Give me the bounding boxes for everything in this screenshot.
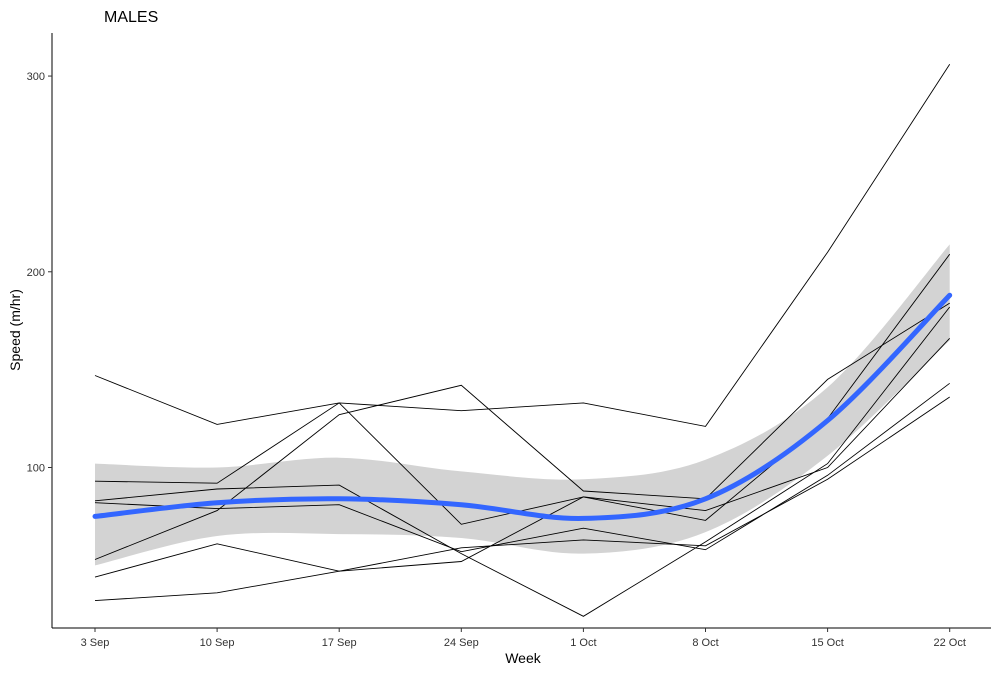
y-ticks: 100 200 300	[27, 71, 52, 475]
chart-title: MALES	[104, 9, 158, 26]
series-line-4	[94, 306, 951, 617]
series-line-1	[94, 64, 951, 427]
y-axis-title: Speed (m/hr)	[7, 289, 23, 371]
x-ticks: 3 Sep 10 Sep 17 Sep 24 Sep 1 Oct 8 Oct 15 Oct 2…	[81, 628, 966, 649]
x-tick-label: 10 Sep	[200, 637, 235, 649]
plot-area	[92, 64, 953, 617]
series-line-5	[94, 382, 950, 553]
smooth-trend-line	[92, 292, 953, 521]
series-line-2	[94, 302, 950, 560]
confidence-band	[95, 244, 950, 566]
x-axis-title: Week	[505, 650, 542, 666]
x-tick-label: 17 Sep	[322, 637, 357, 649]
x-tick-label: 1 Oct	[570, 637, 596, 649]
y-tick-label: 200	[27, 267, 45, 279]
series-line-6	[94, 337, 951, 578]
x-tick-label: 22 Oct	[933, 637, 965, 649]
y-tick-label: 100	[27, 463, 45, 475]
series-line-7	[94, 396, 950, 602]
x-tick-label: 24 Sep	[444, 637, 479, 649]
x-tick-label: 8 Oct	[692, 637, 718, 649]
x-tick-label: 15 Oct	[811, 637, 843, 649]
x-tick-label: 3 Sep	[81, 637, 110, 649]
y-tick-label: 300	[27, 71, 45, 83]
